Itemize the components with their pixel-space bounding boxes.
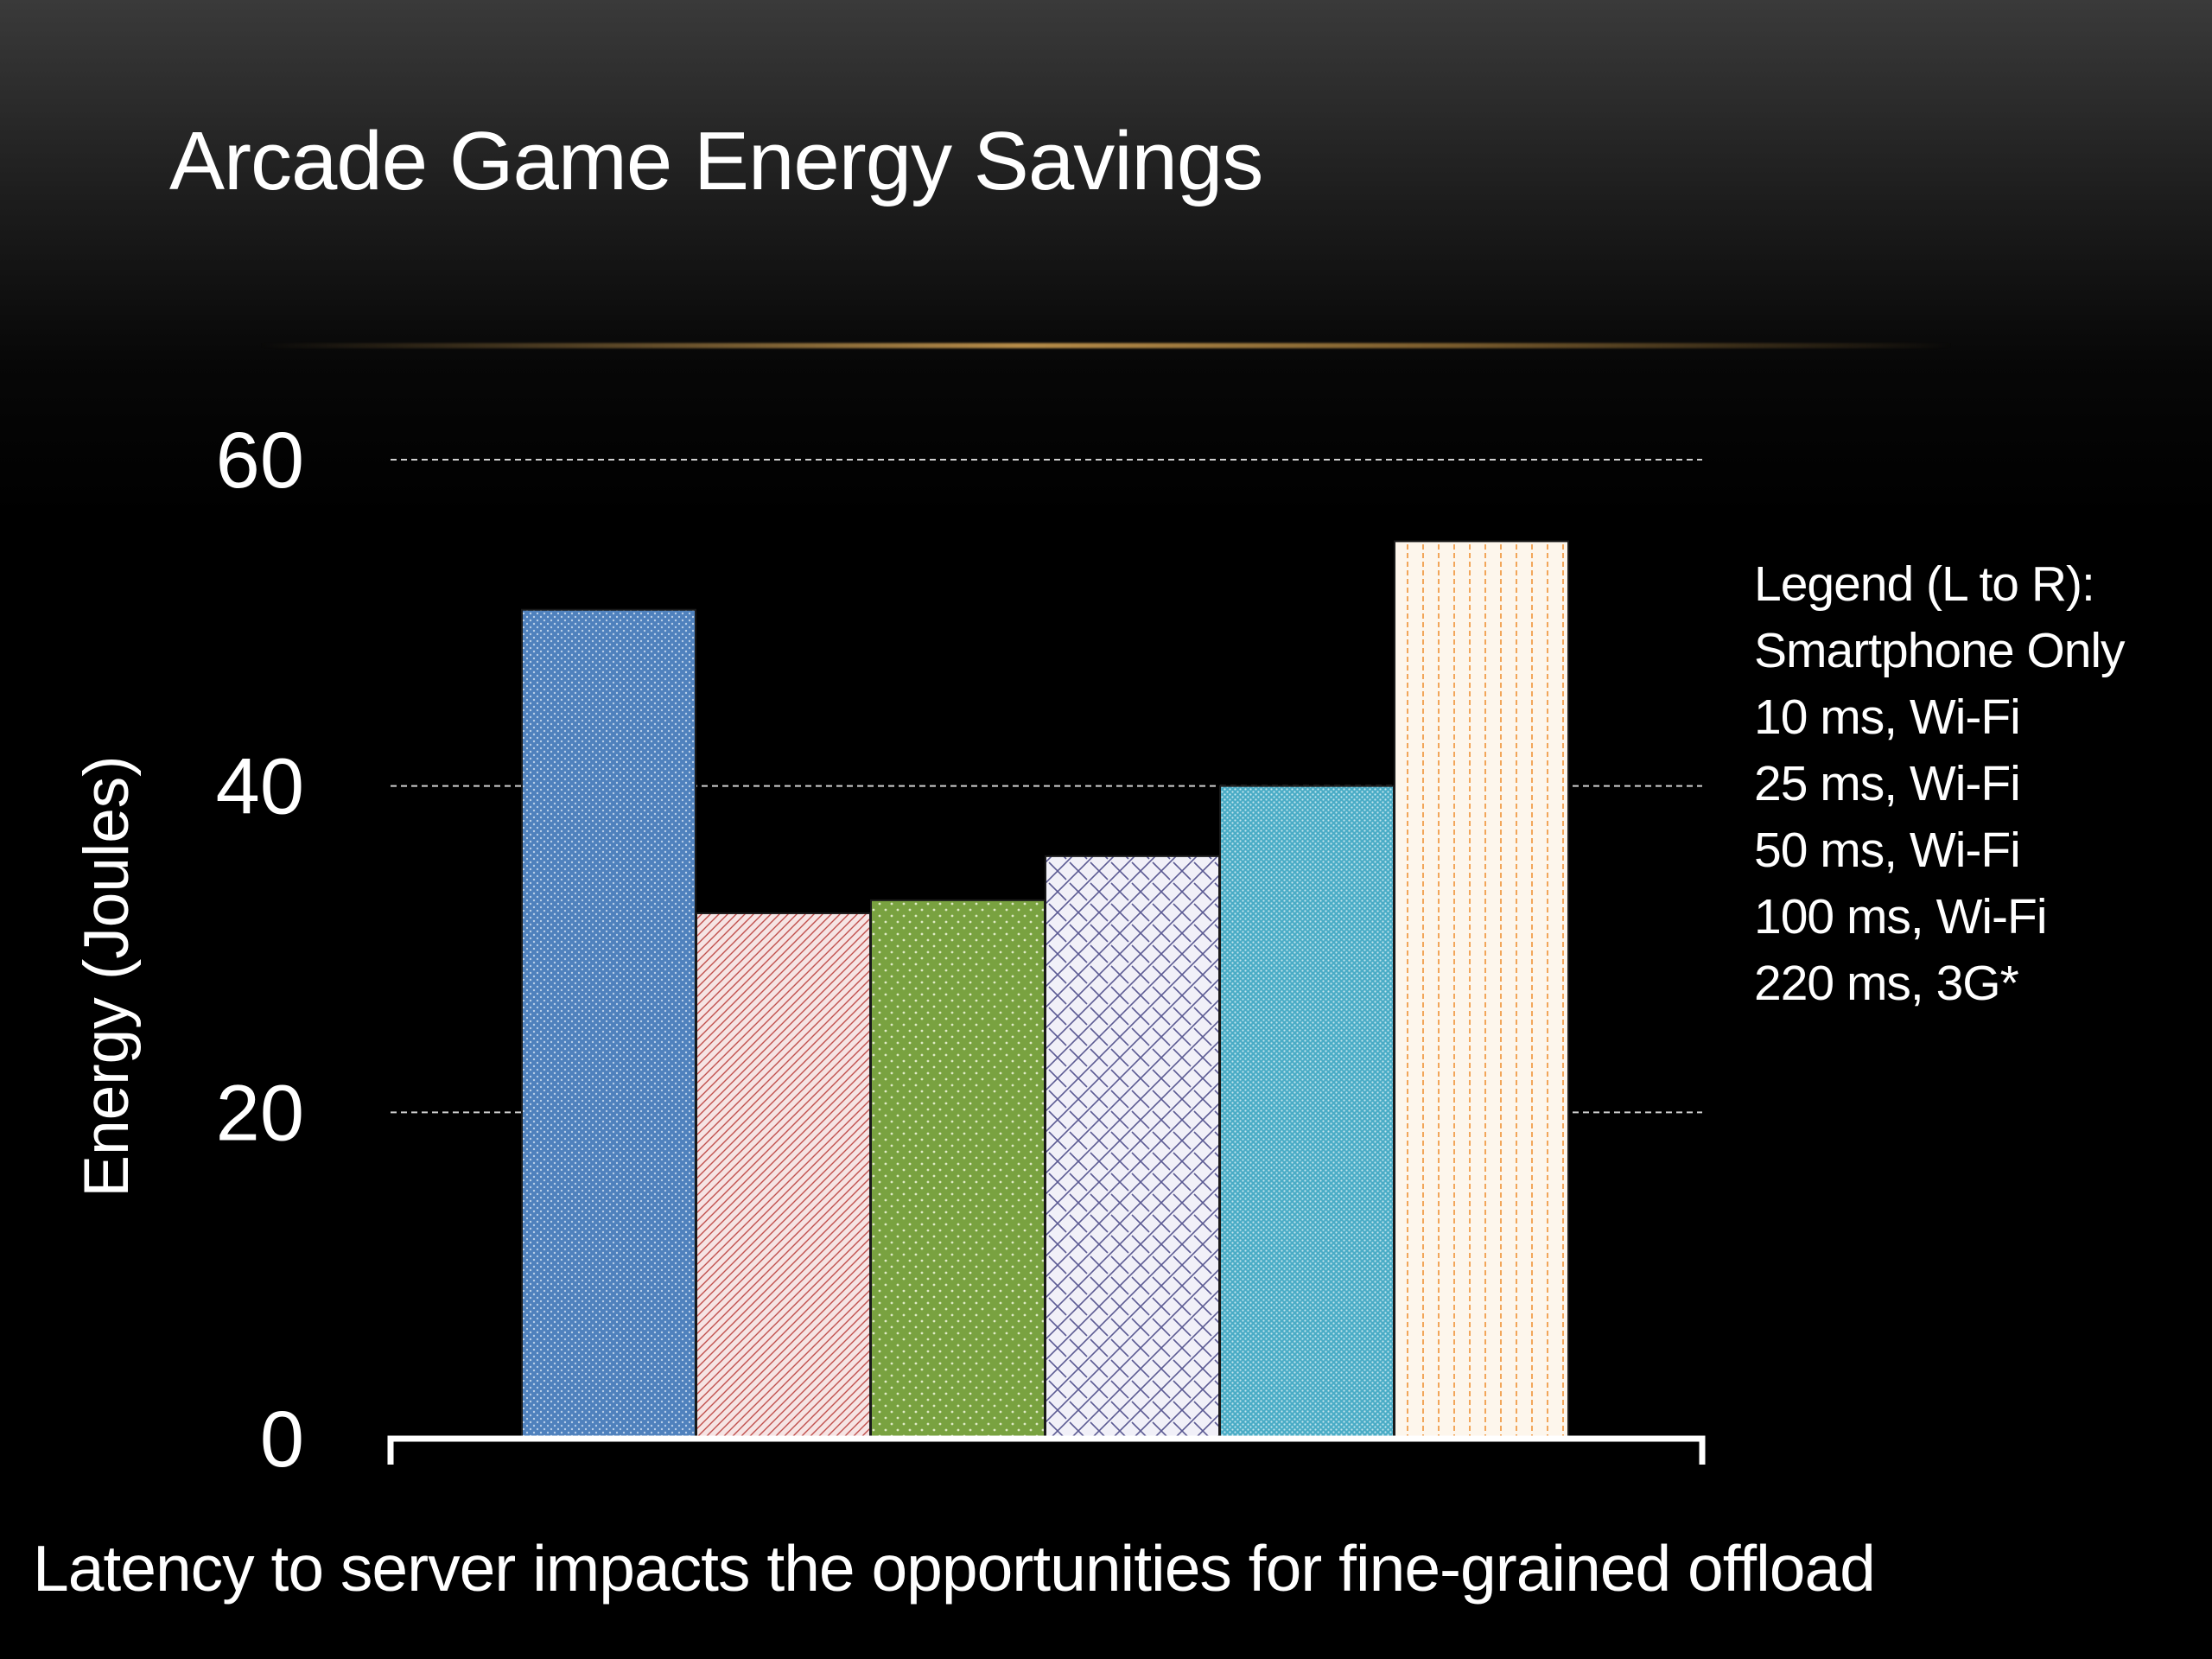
y-tick-label-20: 20 [216,1069,304,1157]
legend-item-10ms-wifi: 10 ms, Wi-Fi [1754,690,2021,745]
bar-1 [521,608,696,1440]
x-axis-line [387,1435,1706,1465]
y-tick-label-40: 40 [216,743,304,831]
y-tick-label-0: 0 [260,1395,304,1484]
slide-caption: Latency to server impacts the opportunit… [33,1532,1876,1605]
bar-4 [1045,855,1220,1440]
legend-heading: Legend (L to R): [1754,556,2095,612]
y-axis-label: Energy (Joules) [72,755,142,1197]
legend-item-smartphone-only: Smartphone Only [1754,623,2126,678]
legend-item-25ms-wifi: 25 ms, Wi-Fi [1754,756,2021,811]
bar-6 [1394,540,1569,1440]
bar-5 [1219,785,1395,1440]
y-tick-label-60: 60 [216,416,304,505]
bar-2 [696,912,871,1440]
bar-3 [870,899,1046,1440]
title-divider [259,343,1953,348]
legend-item-100ms-wifi: 100 ms, Wi-Fi [1754,889,2048,944]
legend: Legend (L to R): Smartphone Only 10 ms, … [1754,551,2126,1017]
legend-item-220ms-3g: 220 ms, 3G* [1754,956,2019,1011]
slide-title: Arcade Game Energy Savings [169,115,1263,207]
legend-item-50ms-wifi: 50 ms, Wi-Fi [1754,823,2021,878]
